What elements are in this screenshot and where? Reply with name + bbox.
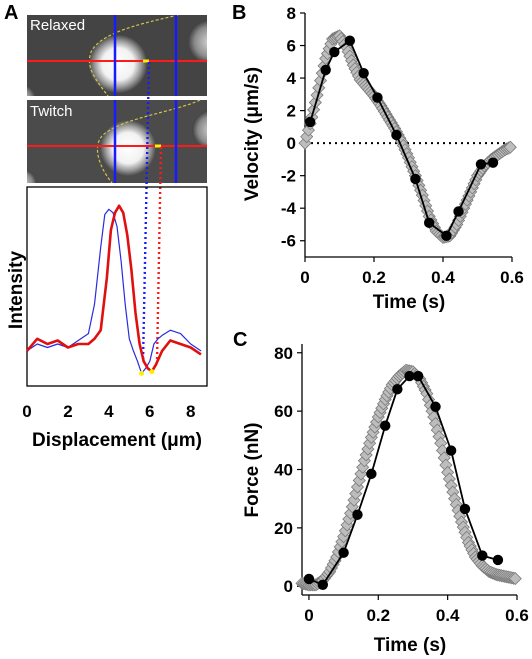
force-plot: 0 20 40 60 80 0 0.2 0.4 0.6 bbox=[274, 344, 529, 625]
force-model-diamond bbox=[508, 572, 522, 586]
displacement-xlabel: Displacement (μm) bbox=[32, 430, 202, 451]
force-xlabel: Time (s) bbox=[374, 635, 447, 656]
force-measured-point bbox=[392, 384, 403, 395]
velocity-measured-point bbox=[372, 92, 383, 103]
force-measured-line bbox=[308, 375, 499, 586]
velocity-measured-point bbox=[358, 67, 369, 79]
velocity-ytick-label: 8 bbox=[287, 4, 296, 23]
intensity-plot: 0 2 4 6 8 bbox=[22, 204, 202, 421]
intensity-xtick-label: 2 bbox=[63, 402, 72, 421]
panel-letter-c: C bbox=[233, 329, 247, 351]
intensity-xtick-label: 8 bbox=[186, 402, 195, 421]
force-xtick-label: 0.4 bbox=[436, 606, 460, 625]
velocity-ytick-label: -4 bbox=[281, 199, 297, 218]
velocity-ytick-label: 4 bbox=[287, 69, 297, 88]
force-xtick-label: 0.6 bbox=[505, 606, 529, 625]
velocity-ylabel: Velocity (μm/s) bbox=[242, 67, 263, 201]
force-measured-point bbox=[430, 401, 441, 412]
intensity-series-line bbox=[26, 208, 202, 374]
force-ytick-label: 80 bbox=[274, 344, 293, 363]
intensity-minimum-marker bbox=[149, 369, 155, 375]
intensity-xtick-label: 0 bbox=[22, 402, 31, 421]
intensity-xtick-label: 4 bbox=[104, 402, 114, 421]
relaxed-label: Relaxed bbox=[30, 17, 85, 34]
velocity-ytick-label: 0 bbox=[287, 134, 296, 153]
intensity-series-line bbox=[26, 204, 202, 373]
velocity-xtick-label: 0.4 bbox=[431, 268, 455, 287]
velocity-measured-point bbox=[487, 157, 499, 168]
velocity-ytick-label: -6 bbox=[281, 232, 296, 251]
velocity-xtick-label: 0.6 bbox=[500, 268, 524, 287]
velocity-measured-point bbox=[320, 64, 331, 76]
force-xtick-label: 0.2 bbox=[366, 606, 390, 625]
velocity-xtick-label: 0.2 bbox=[362, 268, 386, 287]
blue-guide-line bbox=[141, 61, 151, 363]
force-measured-point bbox=[477, 550, 488, 561]
force-measured-point bbox=[380, 420, 391, 431]
force-ytick-label: 20 bbox=[274, 519, 293, 538]
panel-letter-b: B bbox=[232, 2, 246, 24]
intensity-plot-frame bbox=[26, 186, 208, 387]
force-measured-point bbox=[412, 370, 424, 382]
velocity-ytick-label: 2 bbox=[287, 102, 296, 121]
force-measured-point bbox=[459, 503, 471, 515]
force-measured-point bbox=[352, 509, 363, 520]
force-measured-point bbox=[366, 468, 377, 480]
velocity-plot: -6 -4 -2 0 2 4 6 8 0 0.2 0.4 0.6 bbox=[281, 4, 524, 287]
force-measured-point bbox=[338, 547, 349, 558]
force-measured-point bbox=[317, 579, 329, 590]
velocity-measured-point bbox=[424, 217, 435, 229]
velocity-measured-point bbox=[329, 46, 340, 58]
velocity-measured-point bbox=[475, 159, 487, 170]
force-measured-point bbox=[404, 370, 415, 382]
velocity-xlabel: Time (s) bbox=[373, 292, 446, 313]
velocity-ytick-label: -2 bbox=[281, 167, 296, 186]
velocity-measured-point bbox=[391, 129, 402, 141]
force-measured-point bbox=[303, 573, 315, 585]
intensity-xtick-label: 6 bbox=[145, 402, 154, 421]
force-ylabel: Force (nN) bbox=[242, 423, 263, 518]
intensity-minimum-marker bbox=[139, 370, 145, 376]
velocity-measured-point bbox=[344, 35, 356, 46]
force-ytick-label: 0 bbox=[284, 577, 293, 596]
panel-letter-a: A bbox=[4, 2, 18, 24]
twitch-image bbox=[27, 100, 207, 183]
velocity-model-diamond bbox=[503, 140, 517, 154]
twitch-label: Twitch bbox=[30, 103, 73, 120]
velocity-measured-point bbox=[410, 173, 421, 185]
velocity-measured-point bbox=[304, 116, 316, 128]
velocity-measured-point bbox=[441, 230, 452, 242]
force-ytick-label: 60 bbox=[274, 402, 293, 421]
velocity-xtick-label: 0 bbox=[300, 268, 309, 287]
intensity-ylabel: Intensity bbox=[6, 251, 27, 330]
force-xtick-label: 0 bbox=[304, 606, 313, 625]
red-guide-line bbox=[155, 146, 163, 363]
velocity-ytick-label: 6 bbox=[287, 37, 296, 56]
force-ytick-label: 40 bbox=[274, 461, 293, 480]
force-measured-point bbox=[445, 445, 457, 456]
force-measured-point bbox=[492, 554, 504, 566]
relaxed-image bbox=[27, 15, 207, 96]
velocity-measured-point bbox=[453, 206, 464, 217]
